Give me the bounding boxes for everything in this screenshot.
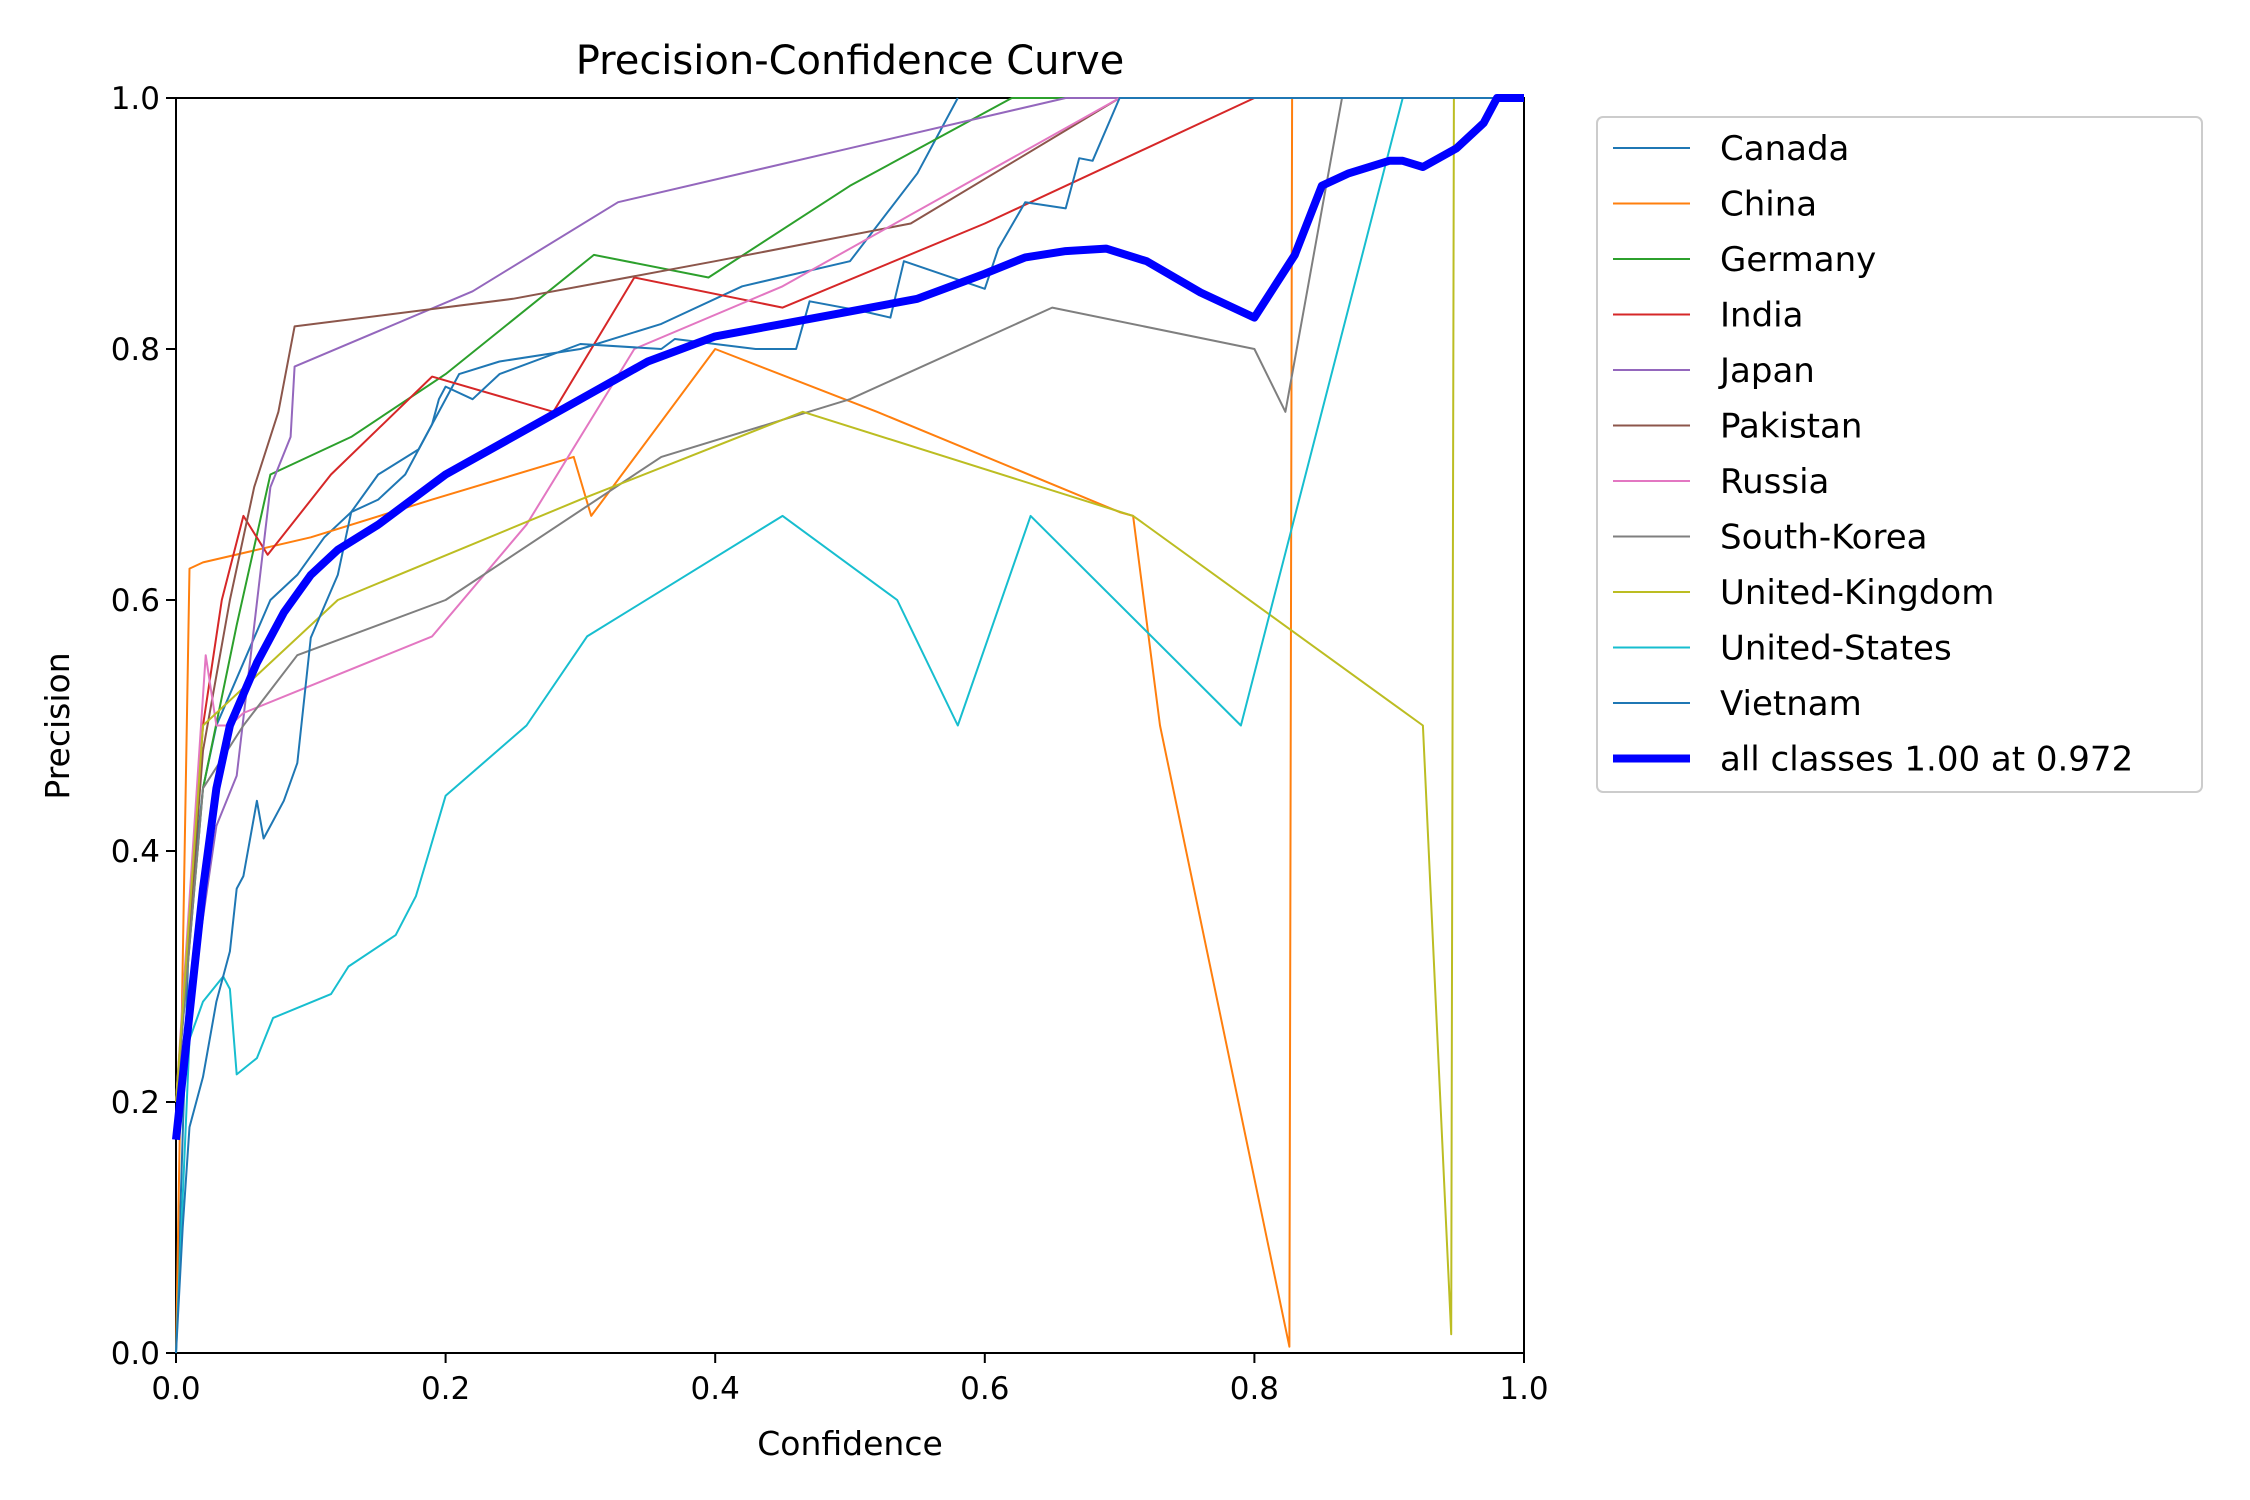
series-line-germany [175,97,1524,1103]
plot-series [172,94,1524,1354]
legend-label-germany: Germany [1720,240,1876,280]
legend-label-united-states: United-States [1720,629,1952,669]
legend-label-canada: Canada [1720,129,1849,169]
y-tick-label: 0.8 [111,332,160,368]
series-line-united-states [175,97,1524,1354]
legend-label-vietnam: Vietnam [1720,684,1862,724]
legend: Canada China Germany India Japan Pakistan Russ… [1596,116,2203,793]
legend-label-china: China [1720,185,1817,225]
series-line-japan [175,97,1524,1103]
legend-label-pakistan: Pakistan [1720,407,1862,447]
x-tick-label: 0.6 [960,1371,1009,1407]
legend-label-russia: Russia [1720,462,1829,502]
y-axis-ticks: 0.0 0.2 0.4 0.6 0.8 1.0 [111,81,176,1372]
y-tick-label: 0.4 [111,834,160,870]
x-axis-label: Confidence [757,1424,943,1463]
x-axis-ticks: 0.0 0.2 0.4 0.6 0.8 1.0 [151,1353,1549,1407]
y-axis-label: Precision [38,652,77,799]
x-tick-label: 1.0 [1499,1371,1548,1407]
y-tick-label: 0.6 [111,583,160,619]
series-line-united-kingdom [175,97,1524,1336]
x-tick-label: 0.8 [1230,1371,1279,1407]
series-line-south-korea [175,97,1524,1103]
legend-label-all-classes-1-00-at-0-972: all classes 1.00 at 0.972 [1720,740,2133,780]
legend-label-south-korea: South-Korea [1720,518,1927,558]
series-line-russia [175,97,1524,1103]
x-tick-label: 0.2 [421,1371,470,1407]
plot-frame [175,97,1525,1354]
series-line-pakistan [175,97,1524,1103]
y-tick-label: 0.2 [111,1085,160,1121]
x-tick-label: 0.0 [151,1371,200,1407]
series-line-all-classes-1-00-at-0-972 [172,94,1524,1141]
legend-label-india: India [1720,296,1803,336]
legend-label-japan: Japan [1718,351,1815,391]
y-tick-label: 0.0 [111,1336,160,1372]
chart-title: Precision-Confidence Curve [576,38,1125,84]
legend-frame [1596,116,2203,793]
legend-label-united-kingdom: United-Kingdom [1720,573,1994,613]
y-tick-label: 1.0 [111,81,160,117]
x-tick-label: 0.4 [691,1371,740,1407]
series-line-india [175,97,1524,1103]
